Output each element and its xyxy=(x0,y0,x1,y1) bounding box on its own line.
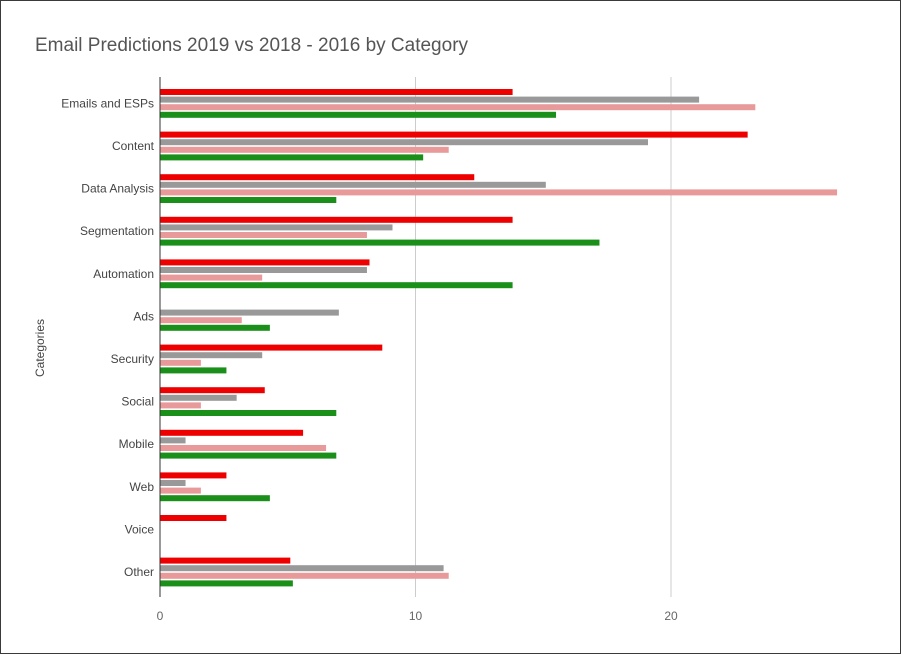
bar xyxy=(160,216,513,223)
bar xyxy=(160,267,367,273)
category-label: Mobile xyxy=(119,437,155,451)
bar xyxy=(160,495,270,502)
x-tick-label: 10 xyxy=(409,609,423,623)
category-label: Security xyxy=(111,352,154,366)
category-label: Data Analysis xyxy=(81,182,154,196)
gridlines xyxy=(415,77,672,597)
x-tick-labels: 0 10 20 xyxy=(157,609,678,623)
bar xyxy=(160,259,370,266)
bar xyxy=(160,557,291,564)
bar xyxy=(160,402,201,409)
bar xyxy=(160,480,186,486)
bar xyxy=(160,104,756,111)
bar xyxy=(160,352,263,359)
bar xyxy=(160,324,270,331)
bar xyxy=(160,131,748,138)
bar xyxy=(160,410,337,416)
bar xyxy=(160,437,186,444)
bar xyxy=(160,282,513,289)
bar xyxy=(160,174,475,181)
bar xyxy=(160,154,424,161)
bar xyxy=(160,572,449,579)
bar xyxy=(160,565,444,572)
bar xyxy=(160,111,557,118)
category-label: Other xyxy=(124,565,154,579)
bar xyxy=(160,317,242,324)
y-axis-title: Categories xyxy=(33,319,47,377)
x-tick-label: 0 xyxy=(157,609,164,623)
category-label: Segmentation xyxy=(80,224,154,238)
bar xyxy=(160,239,600,246)
bar xyxy=(160,445,327,451)
bar xyxy=(160,367,227,374)
bar xyxy=(160,344,383,351)
bar xyxy=(160,394,237,401)
bar xyxy=(160,429,304,436)
category-label: Voice xyxy=(125,522,155,536)
bar xyxy=(160,232,367,238)
bars xyxy=(160,89,838,587)
x-tick-label: 20 xyxy=(664,609,678,623)
category-label: Social xyxy=(121,395,154,409)
bar xyxy=(160,387,265,394)
bar xyxy=(160,96,700,103)
category-label: Ads xyxy=(133,309,154,323)
bar xyxy=(160,197,337,203)
bar xyxy=(160,181,546,188)
bar xyxy=(160,452,337,459)
category-label: Web xyxy=(130,480,155,494)
bar xyxy=(160,224,393,231)
category-labels: Emails and ESPs Content Data Analysis Segme… xyxy=(61,96,154,579)
bar xyxy=(160,309,339,316)
category-label: Emails and ESPs xyxy=(61,96,154,110)
bar xyxy=(160,89,513,95)
bar xyxy=(160,515,227,521)
bar xyxy=(160,189,838,196)
chart-title: Email Predictions 2019 vs 2018 - 2016 by… xyxy=(35,35,469,56)
bar xyxy=(160,139,649,146)
bar xyxy=(160,487,201,494)
category-label: Automation xyxy=(93,267,154,281)
bar xyxy=(160,274,263,281)
bar xyxy=(160,472,227,479)
bar xyxy=(160,580,293,587)
bar xyxy=(160,359,201,366)
category-label: Content xyxy=(112,139,155,153)
bar xyxy=(160,146,449,153)
